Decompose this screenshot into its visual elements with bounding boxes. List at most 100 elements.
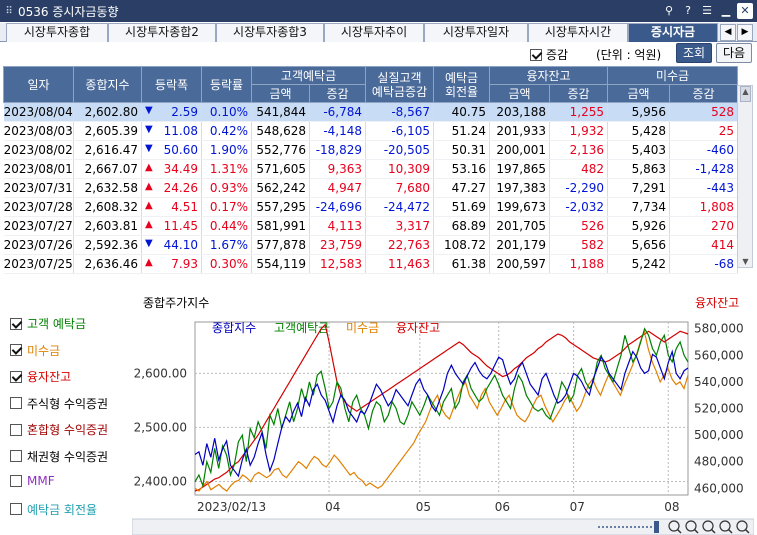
legend-label: 미수금 [27, 343, 61, 358]
next-button[interactable]: 다음 [716, 43, 752, 63]
cell-mar-amt: 200,001 [489, 140, 551, 160]
header-unpaid[interactable]: 미수금 [607, 66, 739, 85]
table-row[interactable]: 2023/07/31 2,632.58 ▲ 24.26 0.93% 562,242 4,94… [3, 178, 739, 198]
pin-icon[interactable]: ⚲ [664, 4, 674, 17]
header-unpaid-amount[interactable]: 금액 [607, 84, 671, 103]
tab-market-trend[interactable]: 시장투자추이 [324, 23, 424, 42]
zoom-in-icon[interactable] [685, 520, 697, 532]
chart-area[interactable]: 2023/02/13 04 05 06 07 08 2,600.00 2,500.00 2,40… [131, 308, 755, 535]
cell-unp-amt: 5,428 [607, 121, 671, 141]
scroll-up-icon[interactable]: ▲ [742, 87, 749, 96]
zoom-fit-icon-handle [710, 528, 716, 534]
cell-real: -8,567 [365, 102, 435, 122]
change-toggle[interactable]: 증감 [530, 46, 568, 63]
scroll-down-icon[interactable]: ▼ [742, 257, 749, 266]
cell-unp-amt: 7,734 [607, 197, 671, 217]
legend-item[interactable]: 예탁금 회전율 [10, 501, 97, 518]
tab-market-hourly[interactable]: 시장투자시간 [528, 23, 628, 42]
legend-label: MMF [27, 474, 55, 488]
legend-item[interactable]: 고객 예탁금 [10, 315, 86, 332]
legend-checkbox[interactable] [10, 475, 22, 487]
table-row[interactable]: 2023/07/27 2,603.81 ▲ 11.45 0.44% 581,991 4,11… [3, 216, 739, 236]
legend-item[interactable]: 융자잔고 [10, 368, 71, 385]
cell-unp-chg: -443 [669, 178, 739, 198]
legend-item[interactable]: MMF [10, 474, 55, 488]
grip-icon[interactable]: ⠿ [5, 5, 13, 17]
zoom-reset-icon[interactable] [719, 520, 731, 532]
table-row[interactable]: 2023/07/26 2,592.36 ▼ 44.10 1.67% 577,878 23,7… [3, 235, 739, 255]
header-kospi[interactable]: 종합지수 [73, 66, 142, 103]
tab-market-summary[interactable]: 시장투자종합 [6, 23, 108, 42]
header-margin-amount[interactable]: 금액 [489, 84, 551, 103]
tab-prev-icon[interactable]: ◀ [720, 24, 736, 41]
tab-market-summary-3[interactable]: 시장투자종합3 [216, 23, 324, 42]
zoom-fit-icon[interactable] [702, 520, 714, 532]
header-real-deposit[interactable]: 실질고객 예탁금증감 [365, 66, 435, 103]
legend-checkbox[interactable] [10, 370, 22, 383]
tab-market-funds[interactable]: 증시자금 [628, 23, 718, 42]
header-change[interactable]: 등락폭 [141, 66, 202, 103]
header-turnover[interactable]: 예탁금 회전율 [433, 66, 491, 103]
table-scrollbar[interactable]: ▲ ▼ [737, 85, 753, 268]
cell-dep-chg: 4,947 [309, 178, 367, 198]
chart-svg[interactable]: 2023/02/13 04 05 06 07 08 2,600.00 2,500.00 2,40… [131, 308, 755, 535]
help-icon[interactable]: ? [685, 4, 691, 17]
table-row[interactable]: 2023/08/02 2,616.47 ▼ 50.60 1.90% 552,776 -18,… [3, 140, 739, 160]
legend-item[interactable]: 미수금 [10, 342, 60, 359]
change-checkbox[interactable] [530, 48, 542, 61]
cell-rate: 1.90% [201, 140, 252, 160]
tab-market-summary-2[interactable]: 시장투자종합2 [108, 23, 216, 42]
legend-label: 예탁금 회전율 [27, 502, 98, 517]
cell-dep-amt: 554,119 [251, 254, 310, 274]
cell-real: -6,105 [365, 121, 435, 141]
header-deposit[interactable]: 고객예탁금 [250, 66, 367, 85]
cell-real: 7,680 [365, 178, 435, 198]
cell-unp-chg: 270 [669, 216, 739, 236]
legend-item[interactable]: 채권형 수익증권 [10, 448, 108, 465]
cell-rate: 0.17% [201, 197, 252, 217]
zoom-out-icon[interactable] [668, 520, 680, 532]
legend-checkbox[interactable] [10, 503, 22, 515]
menu-icon[interactable]: ☰ [702, 4, 712, 17]
cell-change: ▲ 7.93 [141, 254, 202, 274]
table-row[interactable]: 2023/08/01 2,667.07 ▲ 34.49 1.31% 571,605 9,36… [3, 159, 739, 179]
cell-change: ▲ 34.49 [141, 159, 202, 179]
legend-checkbox[interactable] [10, 423, 22, 436]
header-unpaid-delta[interactable]: 증감 [669, 84, 739, 103]
table-row[interactable]: 2023/08/04 2,602.80 ▼ 2.59 0.10% 541,844 -6,78… [3, 102, 739, 122]
tab-market-daily[interactable]: 시장투자일자 [424, 23, 528, 42]
legend-checkbox[interactable] [10, 317, 22, 330]
cell-change: ▲ 4.51 [141, 197, 202, 217]
change-value: 2.59 [171, 105, 198, 119]
legend-checkbox[interactable] [10, 450, 22, 462]
legend-item[interactable]: 혼합형 수익증권 [10, 421, 108, 438]
cell-dep-chg: 9,363 [309, 159, 367, 179]
close-icon[interactable]: ✕ [737, 3, 753, 19]
legend-checkbox[interactable] [10, 344, 22, 356]
scroll-thumb[interactable] [740, 86, 751, 102]
table-row[interactable]: 2023/07/25 2,636.46 ▲ 7.93 0.30% 554,119 12,58… [3, 254, 739, 274]
cell-unp-amt: 5,242 [607, 254, 671, 274]
header-margin-delta[interactable]: 증감 [549, 84, 609, 103]
cell-mar-amt: 199,673 [489, 197, 551, 217]
cell-rate: 1.67% [201, 235, 252, 255]
cell-dep-amt: 557,295 [251, 197, 310, 217]
table-row[interactable]: 2023/08/03 2,605.39 ▼ 11.08 0.42% 548,628 -4,1… [3, 121, 739, 141]
minimize-icon[interactable]: ▁ [721, 4, 731, 17]
query-button[interactable]: 조회 [676, 43, 712, 63]
legend-item[interactable]: 주식형 수익증권 [10, 395, 108, 412]
header-date[interactable]: 일자 [3, 66, 74, 103]
cursor-icon[interactable] [736, 520, 748, 532]
header-deposit-amount[interactable]: 금액 [251, 84, 310, 103]
tab-next-icon[interactable]: ▶ [737, 24, 753, 41]
right-tick-label: 480,000 [694, 455, 744, 469]
header-rate[interactable]: 등락률 [201, 66, 252, 103]
table-row[interactable]: 2023/07/28 2,608.32 ▲ 4.51 0.17% 557,295 -24,6… [3, 197, 739, 217]
legend-checkbox[interactable] [10, 397, 22, 409]
cell-unp-amt: 5,863 [607, 159, 671, 179]
header-margin[interactable]: 융자잔고 [489, 66, 609, 85]
up-arrow-icon: ▲ [145, 200, 153, 211]
cell-dep-chg: -24,696 [309, 197, 367, 217]
series-line [194, 327, 689, 489]
header-deposit-delta[interactable]: 증감 [308, 84, 367, 103]
